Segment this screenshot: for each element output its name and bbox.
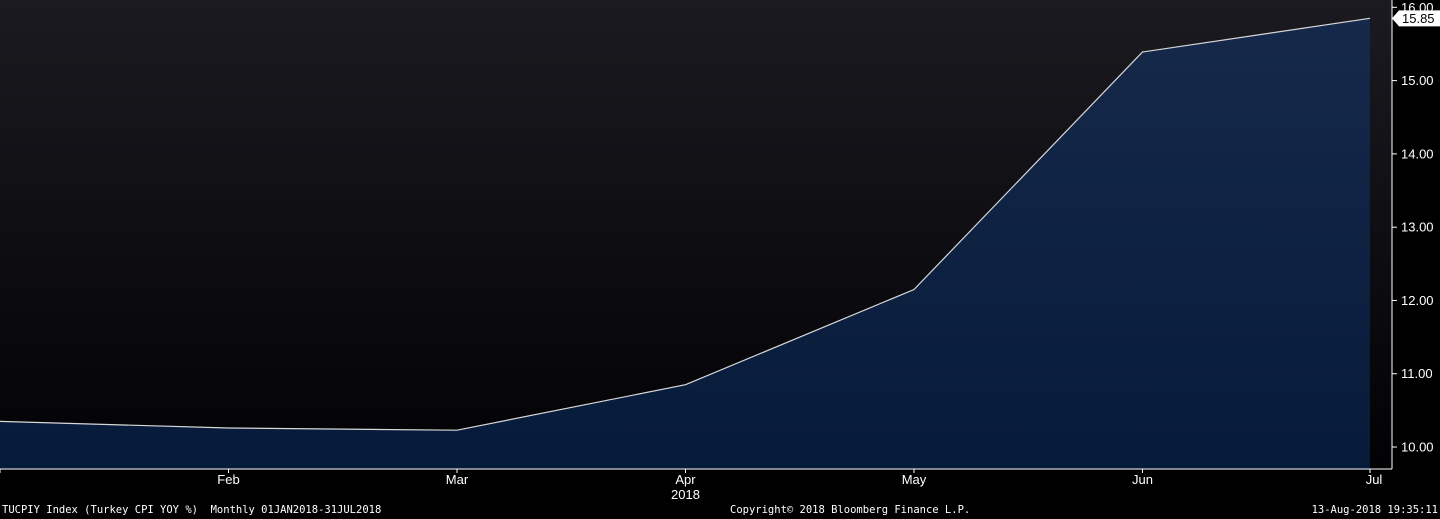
x-tick-label-jul: Jul <box>1366 472 1383 487</box>
y-tick-label-13: 13.00 <box>1401 220 1434 235</box>
footer-copyright: Copyright© 2018 Bloomberg Finance L.P. <box>730 504 971 516</box>
cpi-area-fill <box>0 18 1370 470</box>
x-tick-label-may: May <box>902 472 927 487</box>
y-tick-label-10: 10.00 <box>1401 440 1434 455</box>
x-tick-label-mar: Mar <box>446 472 469 487</box>
y-tick-label-11: 11.00 <box>1401 366 1433 381</box>
y-tick-label-12: 12.00 <box>1401 293 1434 308</box>
last-value-box <box>1392 10 1440 27</box>
chart-footer: TUCPIY Index (Turkey CPI YOY %) Monthly … <box>0 502 1440 519</box>
cpi-area-chart: Feb Mar Apr May Jun Jul 2018 10.00 11.00 12.00 13.… <box>0 0 1440 502</box>
y-tick-label-15: 15.00 <box>1401 73 1434 88</box>
footer-timestamp: 13-Aug-2018 19:35:11 <box>1311 504 1438 516</box>
last-value-label: 15.85 <box>1402 11 1435 26</box>
x-axis-year-label: 2018 <box>671 487 700 502</box>
last-value-callout: 15.85 <box>1392 10 1440 27</box>
x-tick-label-apr: Apr <box>675 472 696 487</box>
footer-ticker-description: TUCPIY Index (Turkey CPI YOY %) Monthly … <box>2 504 382 516</box>
x-tick-label-feb: Feb <box>217 472 239 487</box>
y-tick-label-14: 14.00 <box>1401 146 1434 161</box>
x-tick-label-jun: Jun <box>1132 472 1153 487</box>
